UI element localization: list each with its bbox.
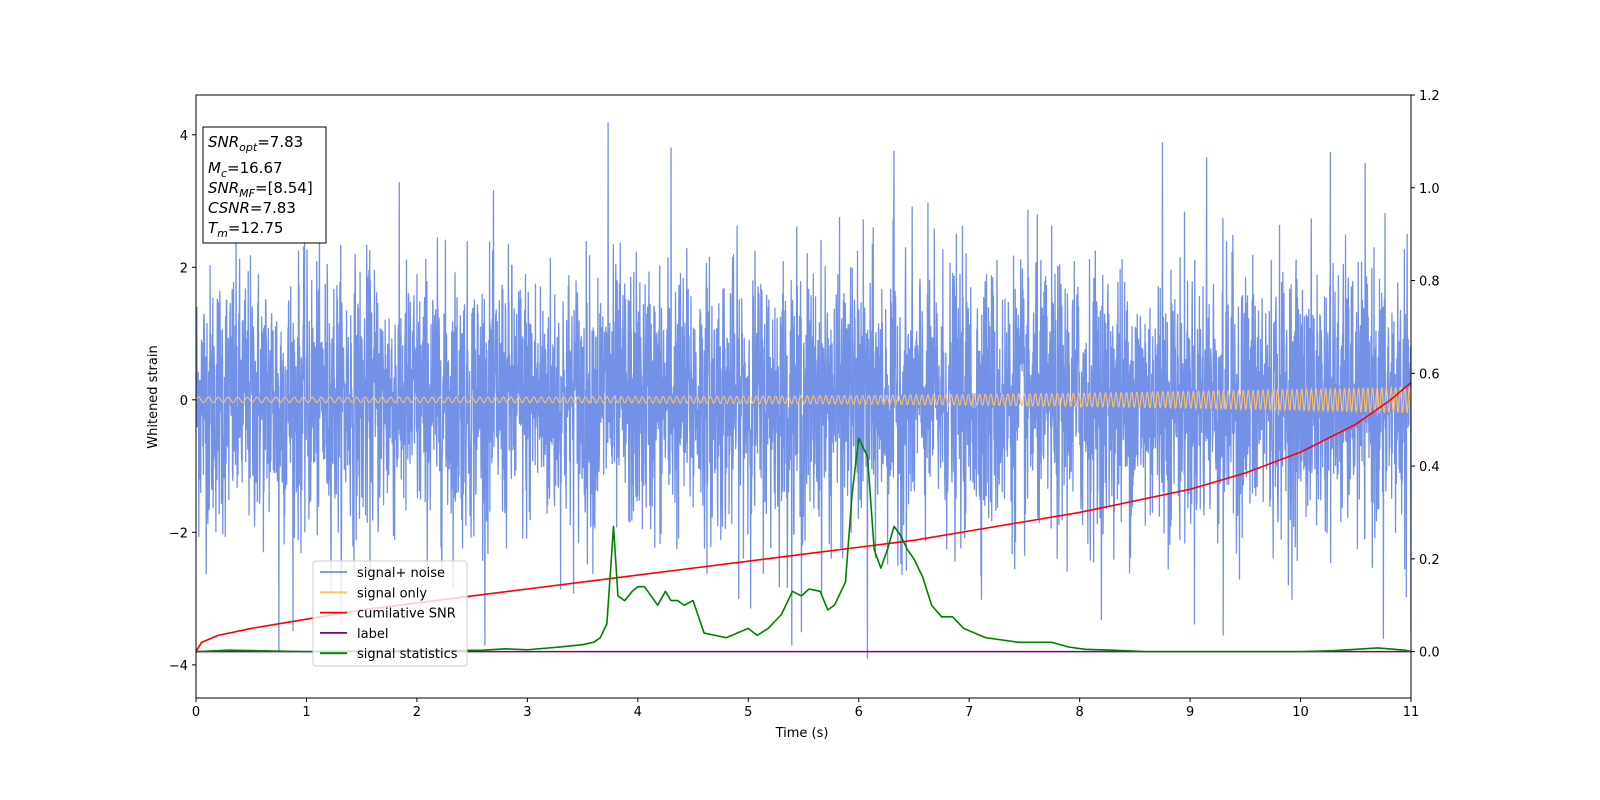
info-symbol: T (208, 219, 219, 237)
y2-tick-label: 1.2 (1419, 89, 1440, 104)
series-signal-noise-line (196, 122, 1411, 659)
info-line: Tm=12.75 (208, 219, 283, 240)
x-tick-label: 0 (192, 705, 200, 720)
x-tick-label: 1 (302, 705, 310, 720)
legend-label: signal only (357, 586, 427, 601)
x-tick-label: 11 (1403, 705, 1420, 720)
x-tick-label: 9 (1186, 705, 1194, 720)
x-axis-label: Time (s) (775, 726, 829, 741)
y-tick-label: 2 (180, 261, 188, 276)
info-subscript: c (221, 167, 227, 180)
y2-tick-label: 0.0 (1419, 646, 1440, 661)
x-tick-label: 2 (413, 705, 421, 720)
y-tick-label: −4 (169, 659, 188, 674)
y-axis-left: 4 2 0 −2 −4 (169, 129, 196, 674)
info-value: =12.75 (228, 219, 284, 237)
info-symbol: CSNR (208, 199, 250, 217)
y-tick-label: 4 (180, 129, 188, 144)
y-tick-label: −2 (169, 526, 188, 541)
x-tick-label: 3 (523, 705, 531, 720)
x-tick-label: 5 (744, 705, 752, 720)
info-line: CSNR=7.83 (208, 199, 296, 217)
y2-tick-label: 0.2 (1419, 553, 1440, 568)
y2-tick-label: 0.8 (1419, 275, 1440, 290)
legend-label: cumilative SNR (357, 607, 456, 622)
series-signal-only-line (196, 385, 1411, 414)
info-subscript: m (217, 227, 228, 240)
info-line: SNRMF=[8.54] (208, 179, 313, 200)
x-tick-label: 4 (634, 705, 642, 720)
legend-label: signal+ noise (357, 566, 445, 581)
legend-label: signal statistics (357, 647, 458, 662)
x-tick-label: 10 (1292, 705, 1309, 720)
y2-tick-label: 0.6 (1419, 367, 1440, 382)
info-subscript: MF (239, 187, 255, 200)
info-line: Mc=16.67 (208, 159, 283, 180)
x-tick-label: 6 (855, 705, 863, 720)
info-value: =16.67 (227, 159, 283, 177)
x-axis: 0 1 2 3 4 5 6 7 8 9 10 11 (192, 698, 1419, 720)
plot-frame (195, 94, 1412, 699)
info-subscript: opt (239, 141, 258, 154)
info-value: =[8.54] (255, 179, 313, 197)
y-tick-label: 0 (180, 394, 188, 409)
legend: signal+ noise signal only cumilative SNR la… (312, 560, 468, 667)
info-value: =7.83 (257, 133, 303, 151)
y-axis-right: 1.2 1.0 0.8 0.6 0.4 0.2 0.0 (1411, 89, 1440, 661)
info-symbol: M (208, 159, 221, 177)
info-symbol: SNR (208, 133, 239, 151)
info-value: =7.83 (250, 199, 296, 217)
info-box: SNRopt=7.83Mc=16.67SNRMF=[8.54]CSNR=7.83… (202, 126, 327, 244)
legend-label: label (357, 627, 388, 642)
series-signal-statistics-line (196, 437, 1411, 653)
x-tick-label: 8 (1075, 705, 1083, 720)
info-symbol: SNR (208, 179, 239, 197)
info-line: SNRopt=7.83 (208, 133, 303, 154)
x-tick-label: 7 (965, 705, 973, 720)
y2-tick-label: 1.0 (1419, 182, 1440, 197)
y2-tick-label: 0.4 (1419, 460, 1440, 475)
y-axis-label: Whitened strain (146, 345, 161, 448)
